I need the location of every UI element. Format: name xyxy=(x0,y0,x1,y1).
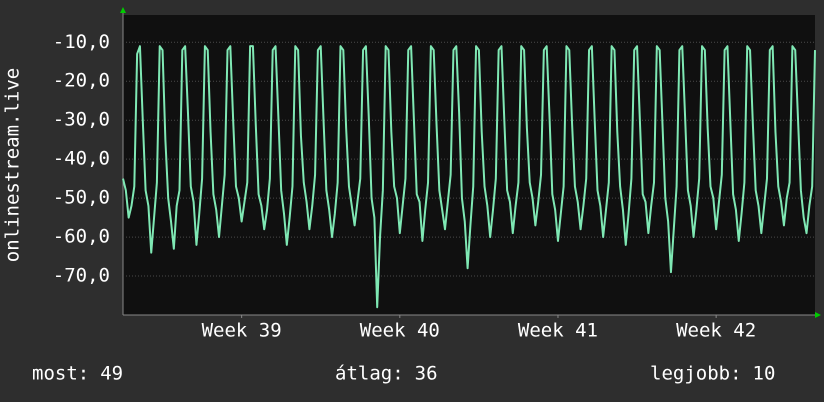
y-tick-label: -10,0 xyxy=(53,31,110,53)
y-tick-label: -30,0 xyxy=(53,109,110,131)
y-axis-label: onlinestream.live xyxy=(2,68,24,262)
stat-value: 49 xyxy=(100,363,123,385)
y-tick-label: -40,0 xyxy=(53,148,110,170)
stat-label: legjobb: xyxy=(650,363,742,385)
y-tick-label: -70,0 xyxy=(53,265,110,287)
x-tick-label: Week 39 xyxy=(202,320,282,342)
data-line xyxy=(122,45,816,309)
stat-value: 36 xyxy=(415,363,438,385)
stat-label: most: xyxy=(32,363,89,385)
y-tick-label: -60,0 xyxy=(53,226,110,248)
x-tick-label: Week 42 xyxy=(676,320,756,342)
y-tick-label: -20,0 xyxy=(53,70,110,92)
y-arrow xyxy=(120,7,126,13)
x-tick-label: Week 41 xyxy=(518,320,598,342)
x-arrow xyxy=(815,312,821,318)
stat-label: átlag: xyxy=(335,363,404,385)
x-tick-label: Week 40 xyxy=(360,320,440,342)
y-tick-label: -50,0 xyxy=(53,187,110,209)
stat-value: 10 xyxy=(753,363,776,385)
